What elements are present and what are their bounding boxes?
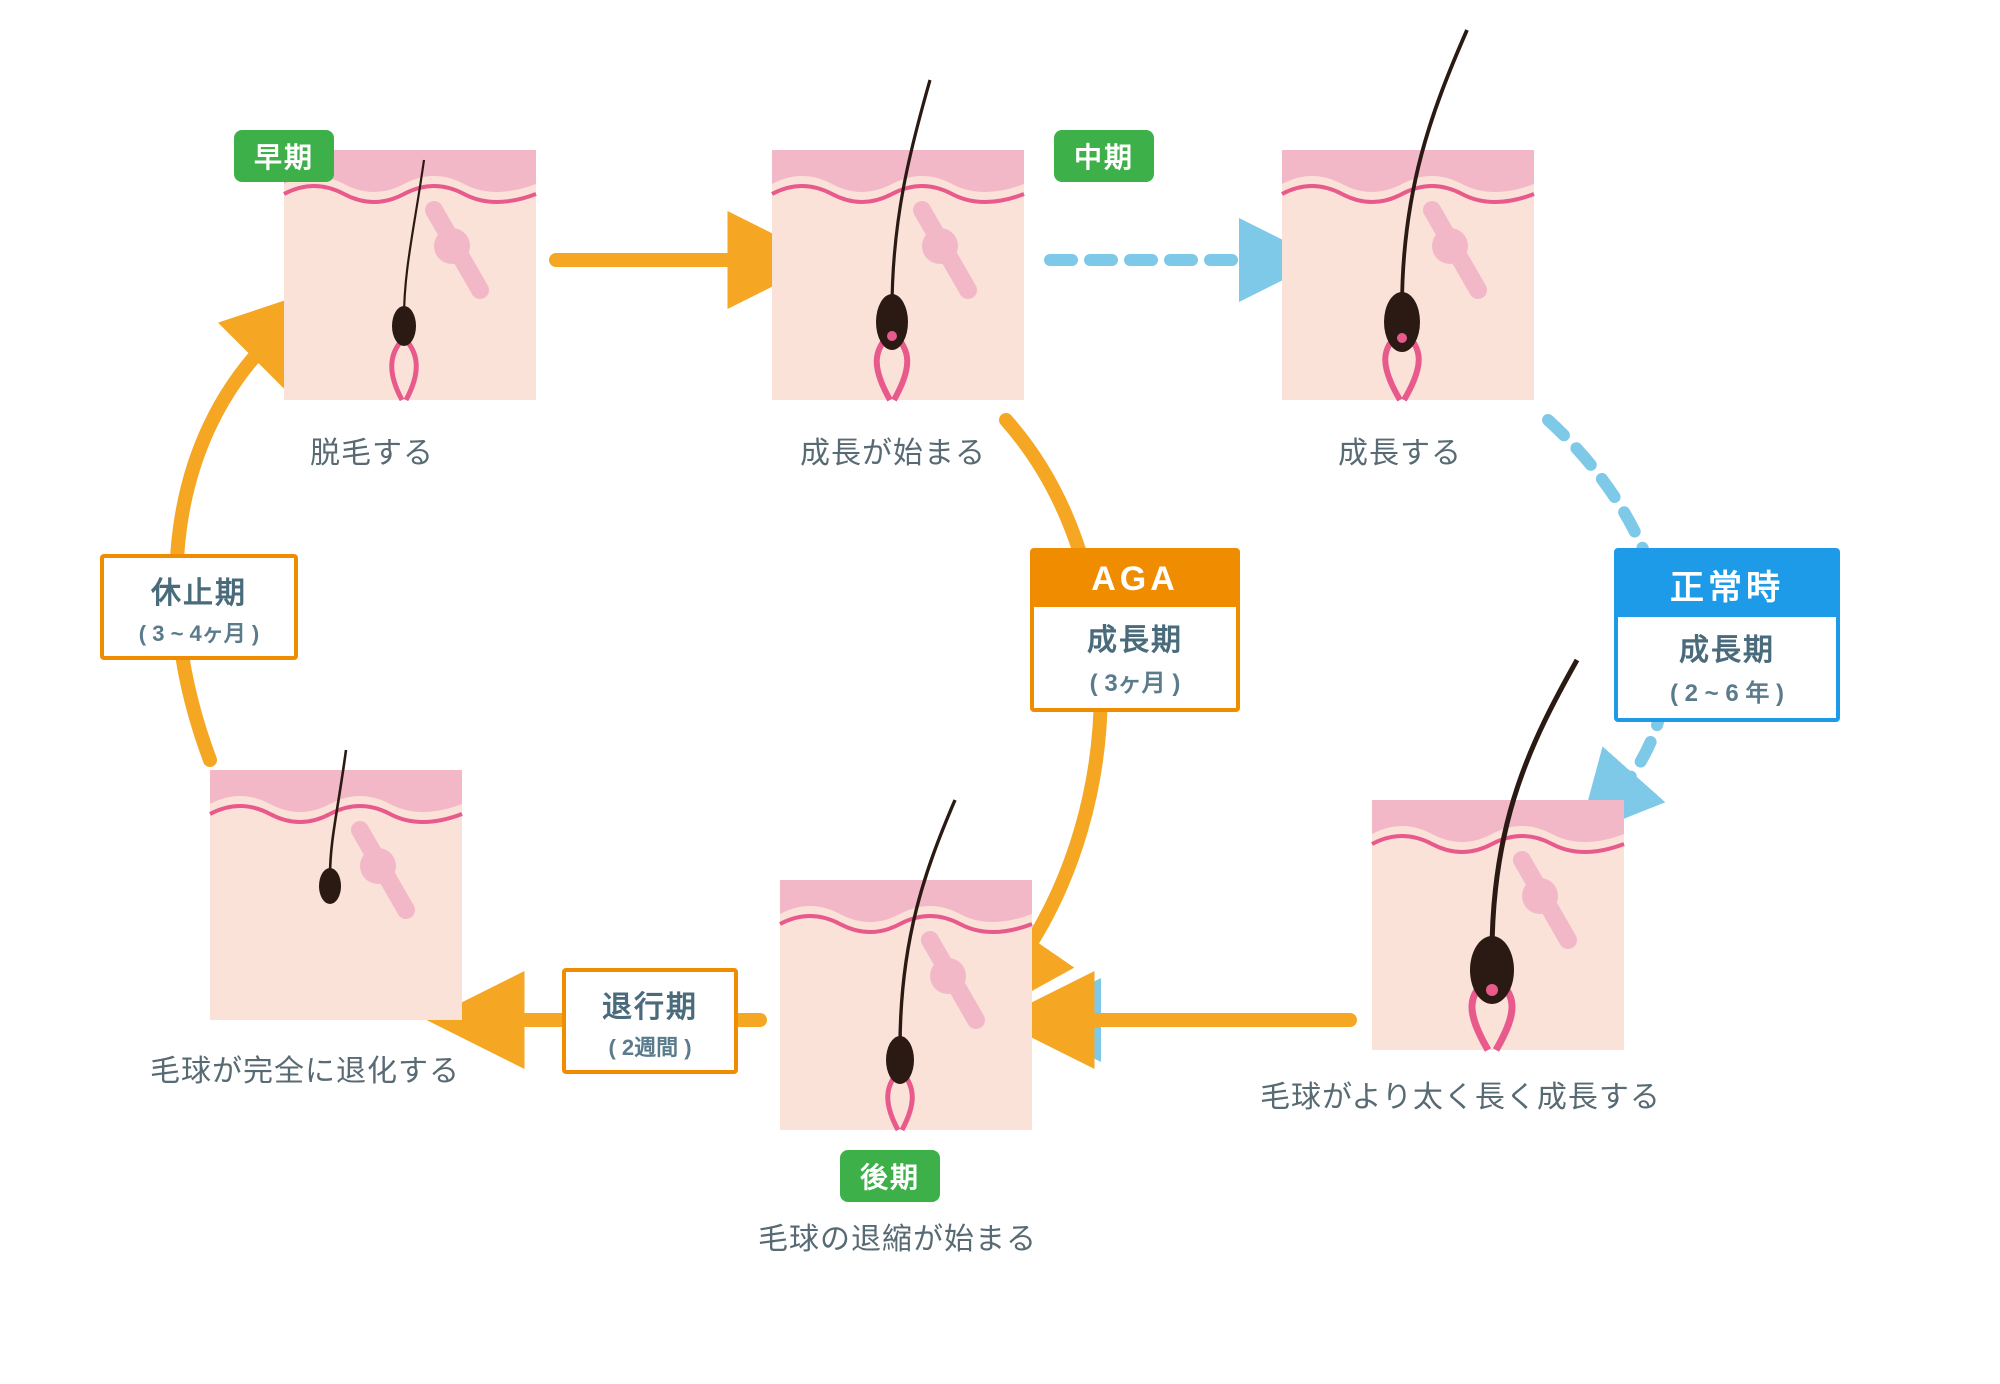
phase-box-aga: AGA 成長期 ( 3ヶ月 ) [1030,548,1240,712]
caption-early: 脱毛する [310,428,434,472]
caption-cata: 毛球の退縮が始まる [758,1214,1037,1258]
phase-title: 成長期 [1034,607,1236,659]
phase-box-telogen: 休止期 ( 3 ~ 4ヶ月 ) [100,554,298,660]
phase-title: 成長期 [1618,617,1836,669]
phase-box-normal: 正常時 成長期 ( 2 ~ 6 年 ) [1614,548,1840,722]
phase-sub: ( 2 ~ 6 年 ) [1618,669,1836,718]
tile-grow [1282,30,1534,400]
phase-sub: ( 2週間 ) [582,1026,718,1062]
phase-sub: ( 3 ~ 4ヶ月 ) [120,612,278,648]
stage-pill-label: 中期 [1074,142,1134,173]
caption-long: 毛球がより太く長く成長する [1260,1072,1661,1116]
tile-early [284,150,536,400]
phase-title: 退行期 [582,982,718,1026]
stage-pill-early: 早期 [234,130,334,182]
phase-box-catagen: 退行期 ( 2週間 ) [562,968,738,1074]
caption-telo: 毛球が完全に退化する [150,1046,460,1090]
stage-pill-late: 後期 [840,1150,940,1202]
caption-mid: 成長が始まる [800,428,986,472]
stage-pill-label: 後期 [860,1162,920,1193]
phase-title: 休止期 [120,568,278,612]
phase-sub: ( 3ヶ月 ) [1034,659,1236,708]
tile-long [1372,660,1624,1050]
phase-header: AGA [1034,552,1236,607]
stage-pill-label: 早期 [254,142,314,173]
phase-header: 正常時 [1618,552,1836,617]
stage-pill-mid: 中期 [1054,130,1154,182]
tile-mid [772,80,1024,400]
tile-cata [780,800,1032,1130]
arrow-telo-to-early [176,340,270,760]
skin-tiles [210,30,1624,1130]
tile-telo [210,750,462,1020]
caption-grow: 成長する [1338,428,1462,472]
